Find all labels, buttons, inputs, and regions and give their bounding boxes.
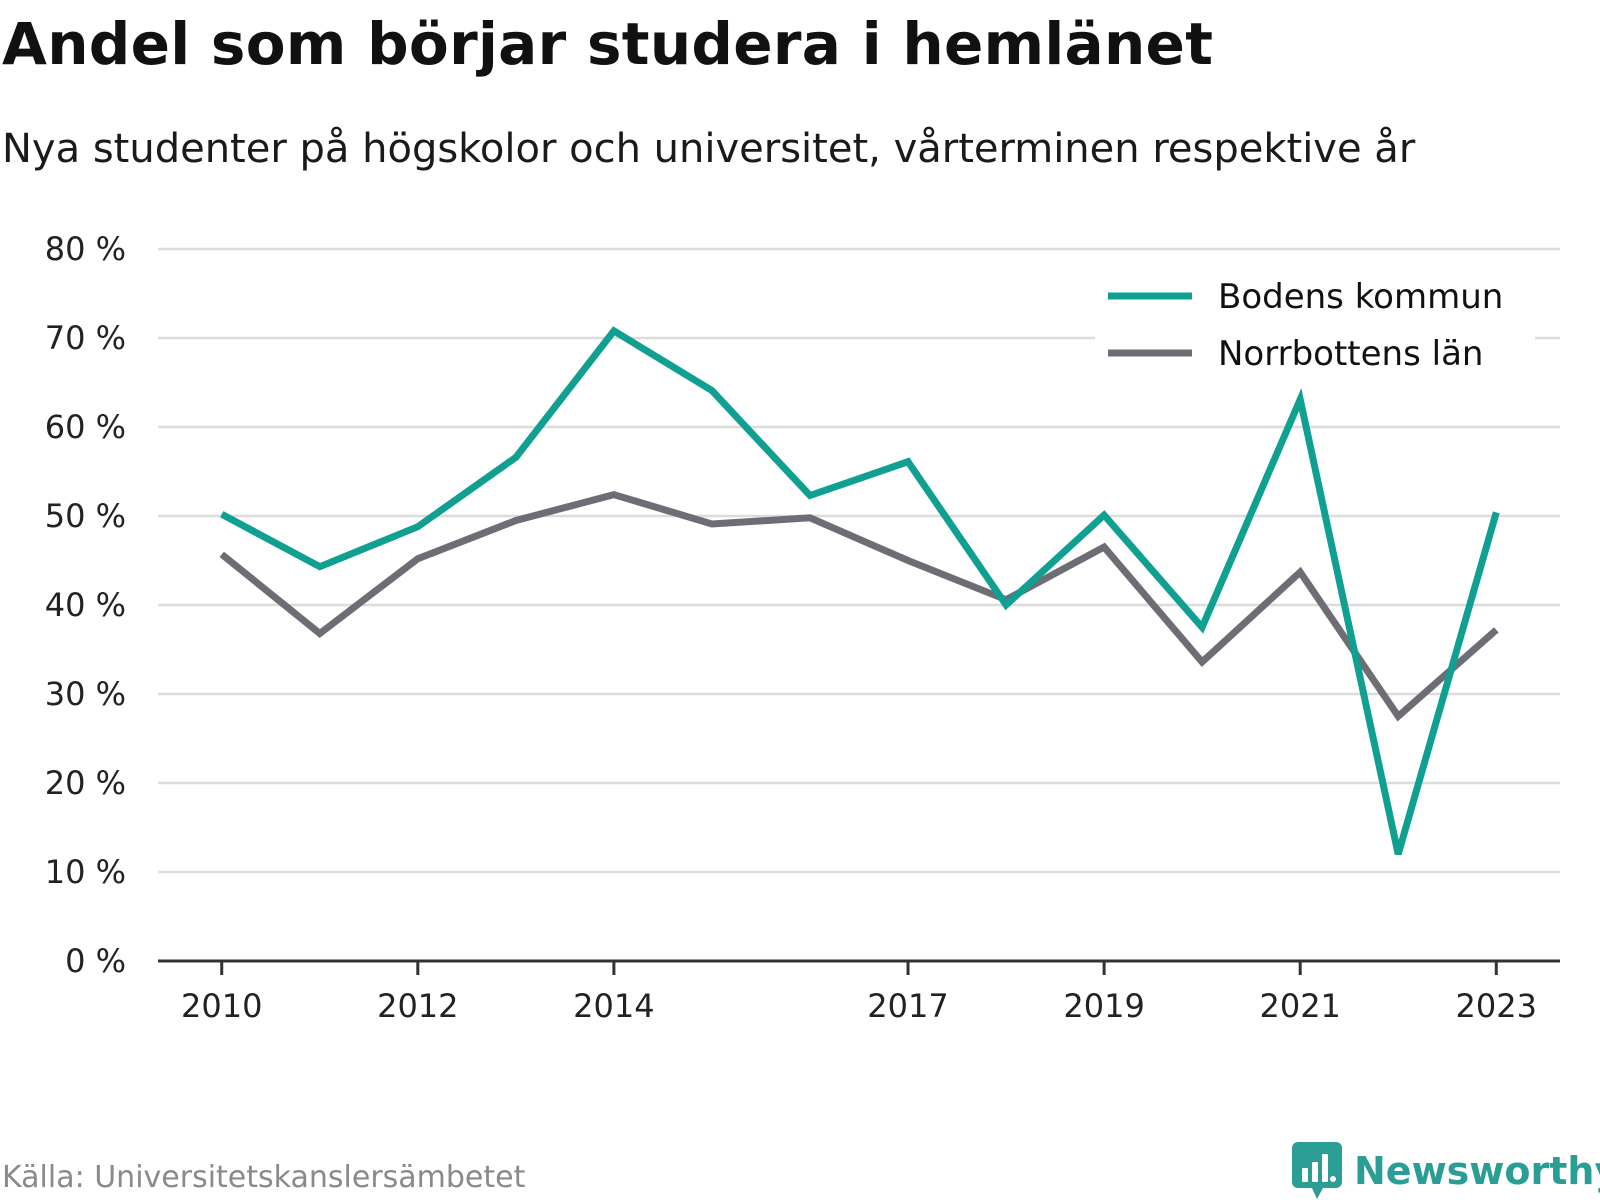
data-point <box>806 492 813 499</box>
data-point <box>905 557 912 564</box>
source-note: Källa: Universitetskanslersämbetet <box>2 1160 526 1195</box>
x-tick-label: 2023 <box>1456 987 1537 1025</box>
chart-subtitle: Nya studenter på högskolor och universit… <box>2 126 1416 172</box>
data-point <box>1297 396 1304 403</box>
y-axis-ticks: 0 % 10 % 20 % 30 % 40 % 50 % 60 % 70 % 80 % <box>45 230 126 980</box>
y-tick-label: 40 % <box>45 586 126 624</box>
data-point <box>1199 624 1206 631</box>
chart-title: Andel som börjar studera i hemlänet <box>2 10 1214 78</box>
legend-label: Bodens kommun <box>1218 277 1503 317</box>
data-point <box>512 454 519 461</box>
data-point <box>1395 851 1402 858</box>
data-point <box>1101 512 1108 519</box>
y-tick-label: 70 % <box>45 319 126 357</box>
y-tick-label: 20 % <box>45 764 126 802</box>
data-point <box>1101 544 1108 551</box>
legend: Bodens kommun Norrbottens län <box>1095 265 1535 375</box>
x-tick-label: 2014 <box>573 987 654 1025</box>
data-point <box>708 387 715 394</box>
x-axis: 2010 2012 2014 2017 2019 2021 2023 <box>158 959 1560 1025</box>
data-point <box>218 551 225 558</box>
data-point <box>414 523 421 530</box>
x-tick-label: 2017 <box>867 987 948 1025</box>
data-point <box>316 630 323 637</box>
data-point <box>1199 658 1206 665</box>
data-point <box>1395 713 1402 720</box>
series-line-1 <box>219 490 1499 722</box>
series <box>218 326 1500 858</box>
data-point <box>1493 509 1500 516</box>
data-point <box>1297 569 1304 576</box>
data-point <box>610 491 617 498</box>
x-tick-label: 2021 <box>1259 987 1340 1025</box>
data-point <box>512 517 519 524</box>
y-tick-label: 0 % <box>65 942 126 980</box>
legend-label: Norrbottens län <box>1218 334 1483 374</box>
data-point <box>414 555 421 562</box>
x-tick-label: 2012 <box>377 987 458 1025</box>
brand-logo: Newsworthy <box>1292 1142 1600 1200</box>
newsworthy-logo-icon <box>1292 1142 1342 1199</box>
brand-name: Newsworthy <box>1354 1149 1600 1193</box>
y-tick-label: 50 % <box>45 497 126 535</box>
y-tick-label: 60 % <box>45 408 126 446</box>
y-tick-label: 80 % <box>45 230 126 268</box>
data-point <box>806 514 813 521</box>
data-point <box>316 563 323 570</box>
y-tick-label: 10 % <box>45 853 126 891</box>
line-chart: 0 % 10 % 20 % 30 % 40 % 50 % 60 % 70 % 80 % 2010… <box>45 230 1560 1025</box>
data-point <box>905 458 912 465</box>
legend-background <box>1095 265 1535 375</box>
x-tick-label: 2019 <box>1063 987 1144 1025</box>
data-point <box>1493 626 1500 633</box>
data-point <box>708 521 715 528</box>
series-line-0 <box>220 326 1500 856</box>
x-tick-label: 2010 <box>181 987 262 1025</box>
data-point <box>610 327 617 334</box>
y-tick-label: 30 % <box>45 675 126 713</box>
data-point <box>218 511 225 518</box>
data-point <box>1003 602 1010 609</box>
